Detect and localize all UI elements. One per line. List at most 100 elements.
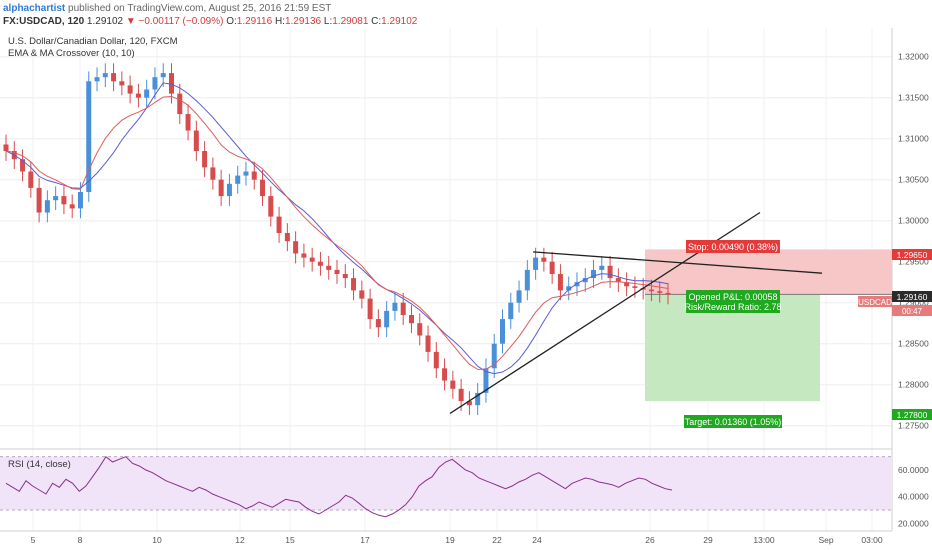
stop-label-box [686, 240, 780, 253]
candle-body [516, 290, 522, 303]
price-tick-label: 1.30500 [898, 175, 929, 185]
position-labels[interactable]: Stop: 0.00490 (0.38%) Opened P&L: 0.0005… [684, 240, 782, 428]
candle-body [53, 196, 59, 201]
price-tags: 1.29650 1.29160 USDCAD 00:47 1.27800 [858, 249, 932, 420]
candle-body [226, 183, 232, 197]
candle-body [599, 265, 605, 270]
ma-line [5, 82, 669, 375]
candle-body [144, 89, 150, 98]
candle-body [574, 282, 580, 287]
candle-body [466, 401, 472, 406]
candle-body [36, 187, 42, 213]
last-price: 1.29102 [86, 16, 124, 27]
price-tick-label: 1.32000 [898, 52, 929, 62]
candle-body [94, 77, 100, 82]
rsi-legend[interactable]: RSI (14, close) [8, 459, 71, 470]
candle-body [632, 286, 638, 288]
candle-body [384, 310, 390, 328]
candle-body [326, 265, 332, 270]
rsi-tick-label: 60.0000 [898, 465, 929, 475]
candle-body [317, 261, 323, 266]
candle-body [301, 253, 307, 258]
target-price-text: 1.27800 [897, 410, 928, 420]
candle-body [268, 196, 274, 217]
candle-body [607, 265, 613, 279]
candle-body [251, 171, 257, 180]
candle-body [665, 292, 671, 295]
candle-body [508, 302, 514, 320]
candle-body [77, 192, 83, 209]
candle-body [541, 257, 547, 262]
candle-body [86, 81, 92, 192]
price-tick-label: 1.31500 [898, 93, 929, 103]
publish-line: alphachartist published on TradingView.c… [3, 3, 331, 14]
candle-body [392, 302, 398, 311]
candle-body [185, 114, 191, 131]
price-axis[interactable]: 1.32000 1.31500 1.31000 1.30500 1.30000 1.295… [898, 52, 929, 431]
candle-body [218, 179, 224, 197]
candle-body [293, 241, 299, 254]
time-tick-label: Sep [818, 535, 833, 545]
candle-body [160, 73, 166, 78]
candle-body [28, 171, 34, 188]
trendline [532, 251, 823, 274]
candle-body [615, 278, 621, 283]
rsi-tick-label: 20.0000 [898, 518, 929, 528]
candle-body [351, 278, 357, 291]
rsi-band [0, 456, 892, 510]
candle-body [260, 179, 266, 197]
price-tick-label: 1.30000 [898, 216, 929, 226]
time-tick-label: 15 [285, 535, 295, 545]
price-tick-label: 1.28500 [898, 339, 929, 349]
rsi-line [5, 455, 673, 518]
low-value: 1.29081 [332, 16, 369, 27]
high-value: 1.29136 [284, 16, 322, 27]
close-label: C: [371, 16, 382, 27]
time-tick-label: 29 [703, 535, 713, 545]
published-text: published on TradingView.com, August 25,… [68, 3, 332, 14]
high-label: H: [274, 16, 285, 27]
candle-body [169, 73, 174, 94]
risk-reward-label: Risk/Reward Ratio: 2.78 [684, 302, 781, 312]
candle-body [334, 269, 340, 274]
author-name[interactable]: alphachartist [3, 3, 66, 14]
price-tick-label: 1.27500 [898, 421, 929, 431]
chart-title: U.S. Dollar/Canadian Dollar, 120, FXCM [8, 36, 178, 47]
candle-body [44, 200, 50, 213]
candle-body [152, 77, 158, 90]
candle-body [450, 380, 456, 389]
symbol-label: FX:USDCAD, 120 [3, 16, 85, 27]
candle-body [400, 302, 406, 315]
candle-body [549, 261, 555, 274]
candle-body [276, 216, 282, 233]
pnl-label-box [686, 290, 780, 313]
rsi-pane: 60.0000 40.0000 20.0000 [0, 455, 929, 528]
candle-body [202, 151, 208, 168]
time-axis[interactable]: 5 8 10 12 15 17 19 22 24 26 29 13:00 Sep 03:00 [31, 535, 883, 545]
candle-body [433, 351, 439, 369]
candle-body [235, 175, 241, 184]
target-label: Target: 0.01360 (1.05%) [685, 417, 782, 427]
indicator-legend[interactable]: EMA & MA Crossover (10, 10) [8, 48, 135, 59]
candle-body [458, 388, 464, 402]
candle-body [582, 278, 588, 283]
candle-body [591, 269, 597, 279]
candle-body [624, 282, 630, 287]
candle-series [3, 63, 671, 416]
time-tick-label: 03:00 [861, 535, 883, 545]
candle-body [367, 298, 373, 320]
low-label: L: [323, 16, 333, 27]
candle-body [442, 368, 448, 381]
candle-body [648, 289, 654, 292]
time-tick-label: 8 [78, 535, 83, 545]
current-price-tag [892, 291, 932, 302]
stop-price-text: 1.29650 [897, 250, 928, 260]
candle-body [210, 167, 216, 180]
symbol-tag-text: USDCAD [858, 298, 892, 307]
candle-body [127, 85, 133, 94]
position-zones [645, 249, 892, 402]
candle-body [524, 269, 530, 291]
rsi-tick-label: 40.0000 [898, 492, 929, 502]
candle-body [342, 274, 348, 279]
